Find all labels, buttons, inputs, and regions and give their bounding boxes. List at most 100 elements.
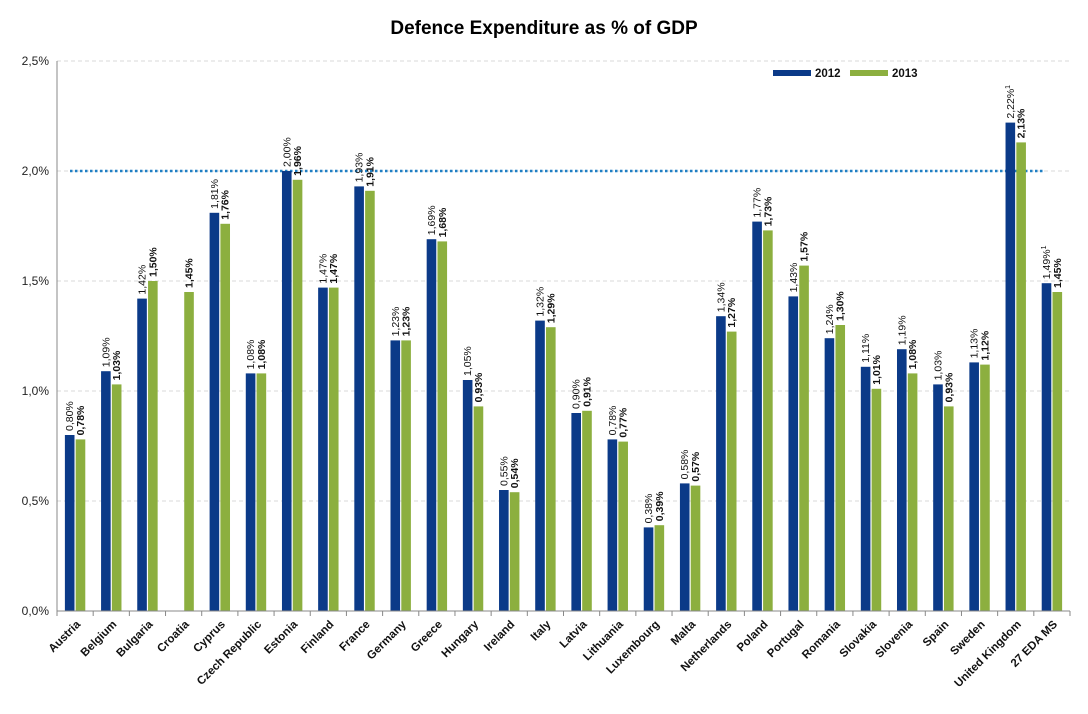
bar-2012: [137, 298, 147, 611]
value-label-2013: 1,08%: [256, 339, 268, 369]
bar-2012: [101, 371, 111, 611]
legend-swatch-2013: [850, 70, 888, 76]
bar-2013: [943, 406, 954, 611]
bar-2013: [1016, 142, 1026, 611]
legend-label-2012: 2012: [815, 68, 841, 80]
bar-2013: [328, 287, 339, 611]
category-label: Malta: [669, 618, 699, 648]
legend-label-2013: 2013: [892, 68, 918, 80]
value-label-2013: 1,57%: [799, 231, 811, 261]
category-label: Croatia: [155, 618, 192, 655]
category-label: Italy: [529, 618, 554, 643]
bar-2013: [437, 241, 448, 611]
bar-2012: [679, 483, 690, 611]
bar-2013: [75, 439, 86, 611]
value-label-2012: 1,09%: [100, 337, 112, 367]
value-label-2013: 1,45%: [1052, 258, 1064, 288]
bar-2012: [788, 296, 799, 611]
category-label: Czech Republic: [195, 618, 264, 687]
value-label-2013: 1,68%: [437, 207, 449, 237]
value-label-2012: 0,80%: [64, 401, 76, 431]
y-tick-label: 0,0%: [22, 604, 50, 618]
bar-2012: [499, 490, 509, 611]
bar-2012: [209, 212, 220, 612]
bar-2013: [111, 384, 122, 611]
value-label-2013: 1,47%: [328, 253, 340, 283]
bar-2013: [690, 485, 701, 611]
category-label: France: [337, 619, 372, 654]
bar-2012: [245, 373, 256, 611]
value-label-2012: 1,43%: [788, 263, 800, 293]
category-label: United Kingdom: [953, 619, 1024, 690]
value-label-2013: 1,73%: [762, 196, 774, 226]
value-label-2012: 1,81%: [209, 179, 221, 209]
bar-2012: [535, 320, 545, 611]
value-labels-layer: 0,80%0,78%1,09%1,03%1,42%1,50% 1,45%1,81%…: [64, 85, 1064, 524]
category-label: Spain: [921, 619, 952, 650]
value-label-2012: 1,42%: [137, 265, 149, 295]
value-label-2012: 1,32%: [535, 287, 547, 317]
grid-layer: [57, 60, 1070, 502]
value-label-2012: 1,69%: [426, 205, 438, 235]
bar-2012: [1005, 122, 1016, 611]
category-label: Belgium: [79, 619, 120, 660]
category-label: Romania: [800, 618, 843, 661]
bar-2013: [220, 223, 231, 612]
category-label: Slovenia: [873, 618, 915, 660]
category-label: Bulgaria: [115, 618, 156, 659]
value-label-2012: 1,23%: [390, 307, 402, 337]
category-label: Finland: [299, 619, 336, 656]
bar-2013: [654, 525, 665, 611]
y-tick-label: 1,5%: [22, 274, 50, 288]
bar-2012: [896, 349, 907, 611]
bar-2012: [390, 340, 401, 611]
category-label: Ireland: [482, 619, 517, 654]
bar-2012: [969, 362, 979, 611]
value-label-2013: 0,57%: [690, 451, 702, 481]
bar-2013: [509, 492, 520, 611]
bar-2012: [354, 186, 364, 611]
value-label-2012: 1,77%: [752, 188, 764, 218]
bar-2013: [726, 331, 737, 611]
value-label-2013: 0,91%: [581, 376, 593, 406]
value-label-2013: 1,50%: [147, 247, 159, 277]
value-label-2013: 0,39%: [654, 491, 666, 521]
category-label: Cyprus: [191, 619, 228, 656]
value-label-2013: 0,93%: [943, 372, 955, 402]
category-label: Latvia: [558, 618, 590, 650]
value-label-2012: 1,05%: [462, 346, 474, 376]
bar-2013: [473, 406, 484, 611]
value-label-2013: 0,54%: [509, 458, 521, 488]
bar-2013: [582, 410, 592, 611]
bar-2012: [643, 527, 654, 611]
value-label-2012: 0,38%: [643, 494, 655, 524]
value-label-2012: 0,55%: [498, 456, 510, 486]
value-label-2012: 2,00%: [281, 137, 293, 167]
bar-2012: [860, 366, 871, 611]
y-tick-label: 1,0%: [22, 384, 50, 398]
value-label-2013: 1,01%: [871, 354, 883, 384]
category-label: Poland: [735, 619, 771, 655]
chart-title: Defence Expenditure as % of GDP: [390, 18, 698, 39]
category-label: Hungary: [440, 618, 482, 660]
value-label-2013: 1,45%: [184, 258, 196, 288]
bar-2013: [184, 292, 194, 611]
y-tick-label: 2,5%: [22, 54, 50, 68]
value-label-2012: 1,93%: [354, 153, 366, 183]
value-label-2013: 1,08%: [907, 339, 919, 369]
value-label-2013: 1,76%: [220, 189, 232, 219]
bar-2013: [292, 179, 303, 612]
value-label-2012: 0,78%: [607, 406, 619, 436]
value-label-2013: 0,78%: [75, 405, 87, 435]
bar-2013: [1052, 292, 1063, 611]
bar-2012: [752, 221, 762, 611]
value-label-2012: 1,24%: [824, 304, 836, 334]
bar-2013: [401, 340, 411, 611]
value-label-2012: 1,08%: [245, 340, 257, 370]
y-tick-label: 2,0%: [22, 164, 50, 178]
category-label: Greece: [409, 619, 445, 655]
bar-2013: [799, 265, 809, 611]
value-label-2012: 1,11%: [860, 334, 872, 363]
bar-2013: [907, 373, 918, 611]
value-label-2013: 0,77%: [618, 407, 630, 437]
